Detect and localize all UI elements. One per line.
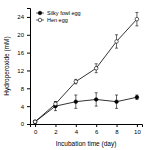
error-bar [95,64,98,73]
y-tick-mark [27,124,30,125]
y-tick-label: 0 [21,121,25,127]
error-bar [95,93,98,106]
markers [33,17,138,123]
plot-area: 024681004812162024Silky fowl eggHen egg [17,9,142,136]
error-bar [135,12,138,25]
y-tick-mark [27,35,30,36]
marker [94,66,98,70]
y-tick: 24 [17,14,30,20]
marker [74,100,78,104]
legend: Silky fowl eggHen egg [36,10,81,23]
y-tick: 12 [17,68,30,74]
error-bar [74,79,77,83]
error-bars [34,12,139,123]
y-tick-mark [27,70,30,71]
x-tick-label: 10 [134,129,141,135]
y-tick: 4 [21,104,30,110]
y-tick-mark [27,17,30,18]
series-line [35,97,137,122]
y-axis-line [27,9,31,125]
marker [94,98,98,102]
x-tick-label: 2 [54,129,58,135]
series-line [35,19,137,122]
y-tick-label: 12 [17,68,24,74]
x-tick-mark [76,124,77,127]
y-tick-label: 20 [17,32,24,38]
error-bar [115,95,118,108]
y-tick-label: 16 [17,50,24,56]
y-tick: 8 [21,86,30,92]
legend-label: Hen egg [47,17,68,23]
x-tick-mark [35,124,36,127]
legend-marker [38,18,42,22]
x-tick-label: 4 [75,129,79,135]
y-tick: 20 [17,32,30,38]
error-bar [74,95,77,108]
legend-label: Silky fowl egg [47,10,81,16]
error-bar [135,95,138,99]
error-bars [34,93,139,123]
y-tick-mark [27,88,30,89]
x-tick: 8 [115,124,119,135]
y-tick-label: 8 [21,86,25,92]
error-bar [34,120,37,123]
x-tick-mark [117,124,118,127]
data-layer [33,12,138,123]
error-bar [54,102,57,111]
y-tick-label: 4 [21,104,25,110]
chart: 024681004812162024Silky fowl eggHen eggI… [0,0,150,150]
x-axis-title: Incubation time (day) [56,140,117,148]
x-tick: 6 [95,124,99,135]
legend-entry: Hen egg [36,17,68,23]
x-tick: 10 [134,124,141,135]
marker [33,120,37,124]
x-tick: 2 [54,124,58,135]
y-tick: 16 [17,50,30,56]
x-tick-label: 8 [115,129,119,135]
marker [115,40,119,44]
x-axis-line [31,125,143,128]
marker [54,102,58,106]
x-tick-label: 6 [95,129,99,135]
marker [135,95,139,99]
x-tick-mark [137,124,138,127]
legend-entry: Silky fowl egg [36,10,81,16]
error-bar [54,102,57,106]
x-axis: 0 2 4 6 8 10 [31,124,143,135]
x-tick: 4 [75,124,79,135]
error-bar [115,35,118,48]
y-tick-mark [27,53,30,54]
marker [115,100,119,104]
y-axis: 0 4 8 12 16 20 24 [17,9,30,128]
error-bar [34,120,37,123]
marker [74,80,78,84]
y-tick-mark [27,106,30,107]
marker [135,17,139,21]
y-tick: 0 [21,121,30,127]
x-tick-mark [55,124,56,127]
x-tick-label: 0 [34,129,38,135]
x-tick-mark [96,124,97,127]
y-axis-title: Hydroperoxide (mM) [3,36,11,95]
legend-marker [38,11,42,15]
marker [33,120,37,124]
y-tick-label: 24 [17,14,24,20]
x-tick: 0 [34,124,38,135]
